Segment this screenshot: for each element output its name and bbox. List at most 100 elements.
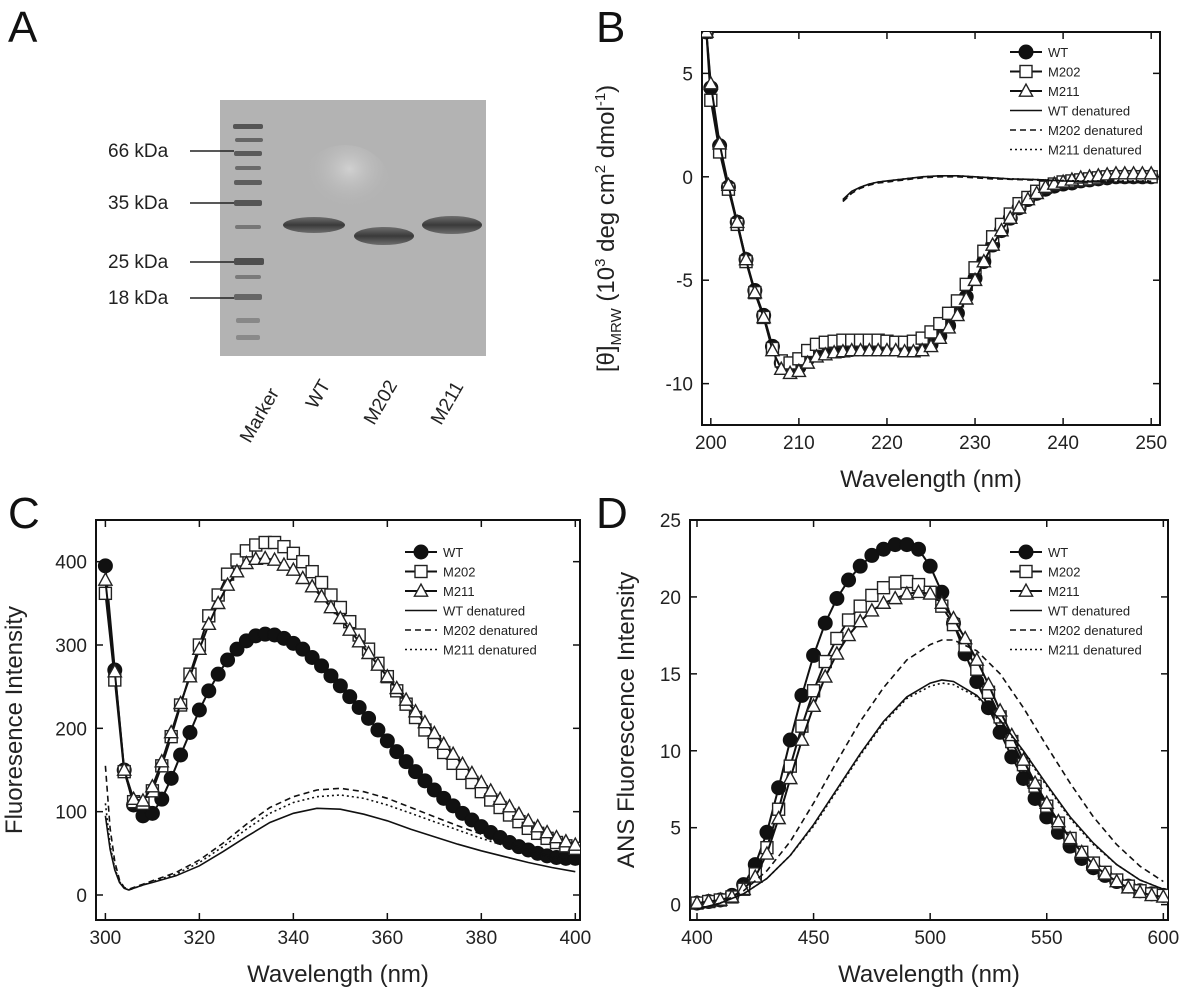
data-point-c-wt: [417, 773, 433, 789]
data-point-b-m211: [720, 176, 737, 191]
lane-label-marker: Marker: [236, 384, 284, 446]
data-point-b-m211: [755, 309, 772, 324]
data-point-c-m211: [219, 576, 236, 591]
data-point-c-wt: [182, 725, 198, 740]
data-point-c-wt: [426, 782, 442, 798]
data-point-c-m211: [257, 549, 273, 565]
data-point-b-m211: [923, 338, 939, 353]
data-point-c-m211: [445, 745, 461, 761]
legend-label-d-m202: M202: [1048, 565, 1081, 580]
data-point-d-wt: [771, 780, 787, 796]
data-point-c-m211: [313, 588, 330, 603]
data-point-c-m202: [296, 554, 310, 569]
x-tick-label-d: 600: [1147, 928, 1179, 949]
data-point-c-m211: [182, 668, 198, 683]
data-point-b-m211: [702, 32, 715, 38]
data-point-d-m211: [1097, 865, 1113, 880]
data-point-d-m211: [887, 590, 903, 605]
data-point-d-m211: [794, 731, 810, 746]
series-line-b-m211-denatured: [842, 175, 1152, 202]
data-point-d-m202: [830, 631, 844, 646]
data-point-d-m211: [922, 585, 938, 600]
data-point-d-m211: [945, 610, 962, 625]
data-point-c-wt: [295, 641, 311, 657]
chart-panel-b: 200 210 220 230 240 250 -10 -5 0 5 Wavelength (nm)…: [592, 31, 1167, 493]
data-point-c-wt: [191, 702, 207, 718]
x-tick-label-c: 360: [371, 928, 403, 949]
data-point-c-m211: [417, 714, 433, 729]
data-point-c-wt: [97, 558, 113, 574]
lane-label-wt: WT: [302, 376, 335, 412]
data-point-c-wt: [351, 700, 367, 715]
x-tick-label-b: 240: [1047, 433, 1079, 454]
data-point-d-m211: [829, 645, 845, 660]
legend-label-d-wt-denatured: WT denatured: [1048, 604, 1130, 619]
legend-label-d-m211: M211: [1048, 584, 1080, 599]
chart-panel-d: 400 450 500 550 600 0 5 10 15 20 25 Wavelength (nm)…: [613, 511, 1179, 988]
x-tick-label-b: 250: [1135, 433, 1167, 454]
series-line-d-wt-denatured: [696, 679, 1164, 910]
data-point-d-m211: [1108, 873, 1125, 888]
legend-marker-b-m202: [1019, 64, 1033, 79]
data-point-c-m211: [285, 561, 302, 576]
y-axis-label-d: ANS Fluorescence Intensity: [613, 572, 640, 868]
data-point-c-m211: [332, 609, 349, 625]
data-point-d-m211: [747, 868, 764, 883]
data-point-c-wt: [398, 754, 414, 770]
legend-label-b-wt-denatured: WT denatured: [1048, 104, 1130, 119]
y-axis-label-b: [θ]MRW (103 deg cm2 dmol-1): [592, 85, 625, 372]
panel-letter-d: D: [596, 489, 628, 538]
y-tick-label-d: 25: [660, 511, 681, 532]
x-tick-label-c: 340: [278, 928, 310, 949]
series-line-d-m202-denatured: [696, 639, 1164, 910]
legend-label-c-wt: WT: [443, 545, 463, 560]
data-point-c-wt: [342, 689, 358, 705]
data-point-d-m202: [876, 580, 891, 595]
data-point-b-m211: [887, 342, 904, 357]
marker-label-35: 35 kDa: [108, 193, 169, 214]
data-point-d-m211: [1132, 883, 1148, 899]
data-point-c-m211: [501, 798, 518, 813]
legend-label-c-m202-denatured: M202 denatured: [443, 623, 538, 638]
data-point-d-m211: [875, 594, 892, 609]
data-point-b-m211: [747, 284, 763, 299]
data-point-b-m202: [933, 316, 947, 331]
x-tick-label-b: 230: [959, 433, 991, 454]
data-point-d-m211: [817, 668, 834, 683]
data-point-c-wt: [379, 733, 395, 749]
data-point-d-m211: [1050, 813, 1067, 828]
data-point-c-m211: [341, 621, 358, 636]
x-axis-label-d: Wavelength (nm): [838, 961, 1020, 988]
legend-label-d-wt: WT: [1048, 545, 1068, 560]
data-point-b-m211: [1002, 209, 1019, 225]
gel-panel: 66 kDa 35 kDa 25 kDa 18 kDa Marker WT M2…: [108, 100, 486, 447]
marker-ladder: [233, 124, 264, 340]
data-point-c-wt: [314, 658, 330, 674]
data-point-d-m202: [841, 613, 856, 627]
y-tick-label-c: 100: [55, 803, 87, 824]
data-point-c-m211: [482, 782, 499, 797]
legend-label-c-m211-denatured: M211 denatured: [443, 643, 537, 658]
data-point-d-m211: [1015, 751, 1032, 766]
data-point-d-m211: [805, 697, 822, 713]
y-tick-label-d: 10: [660, 742, 681, 763]
data-point-c-wt: [173, 747, 189, 763]
legend-label-b-m202-denatured: M202 denatured: [1048, 123, 1143, 138]
data-point-c-wt: [201, 683, 217, 699]
series-line-c-wt-denatured: [104, 807, 576, 891]
legend-marker-d-wt: [1018, 544, 1034, 560]
legend-label-c-m211: M211: [443, 584, 475, 599]
data-point-c-m211: [464, 764, 480, 780]
data-point-d-m211: [770, 810, 787, 825]
data-point-d-wt: [864, 547, 880, 563]
legend-label-b-m211-denatured: M211 denatured: [1048, 143, 1142, 158]
data-point-d-wt: [817, 615, 833, 631]
data-point-d-m202: [888, 576, 902, 590]
data-point-c-m211: [200, 615, 217, 631]
data-point-b-m202: [704, 93, 718, 107]
data-point-d-m211: [1027, 774, 1043, 789]
x-tick-label-c: 300: [90, 928, 122, 949]
data-point-c-m211: [520, 812, 537, 827]
data-point-d-m211: [899, 585, 915, 600]
